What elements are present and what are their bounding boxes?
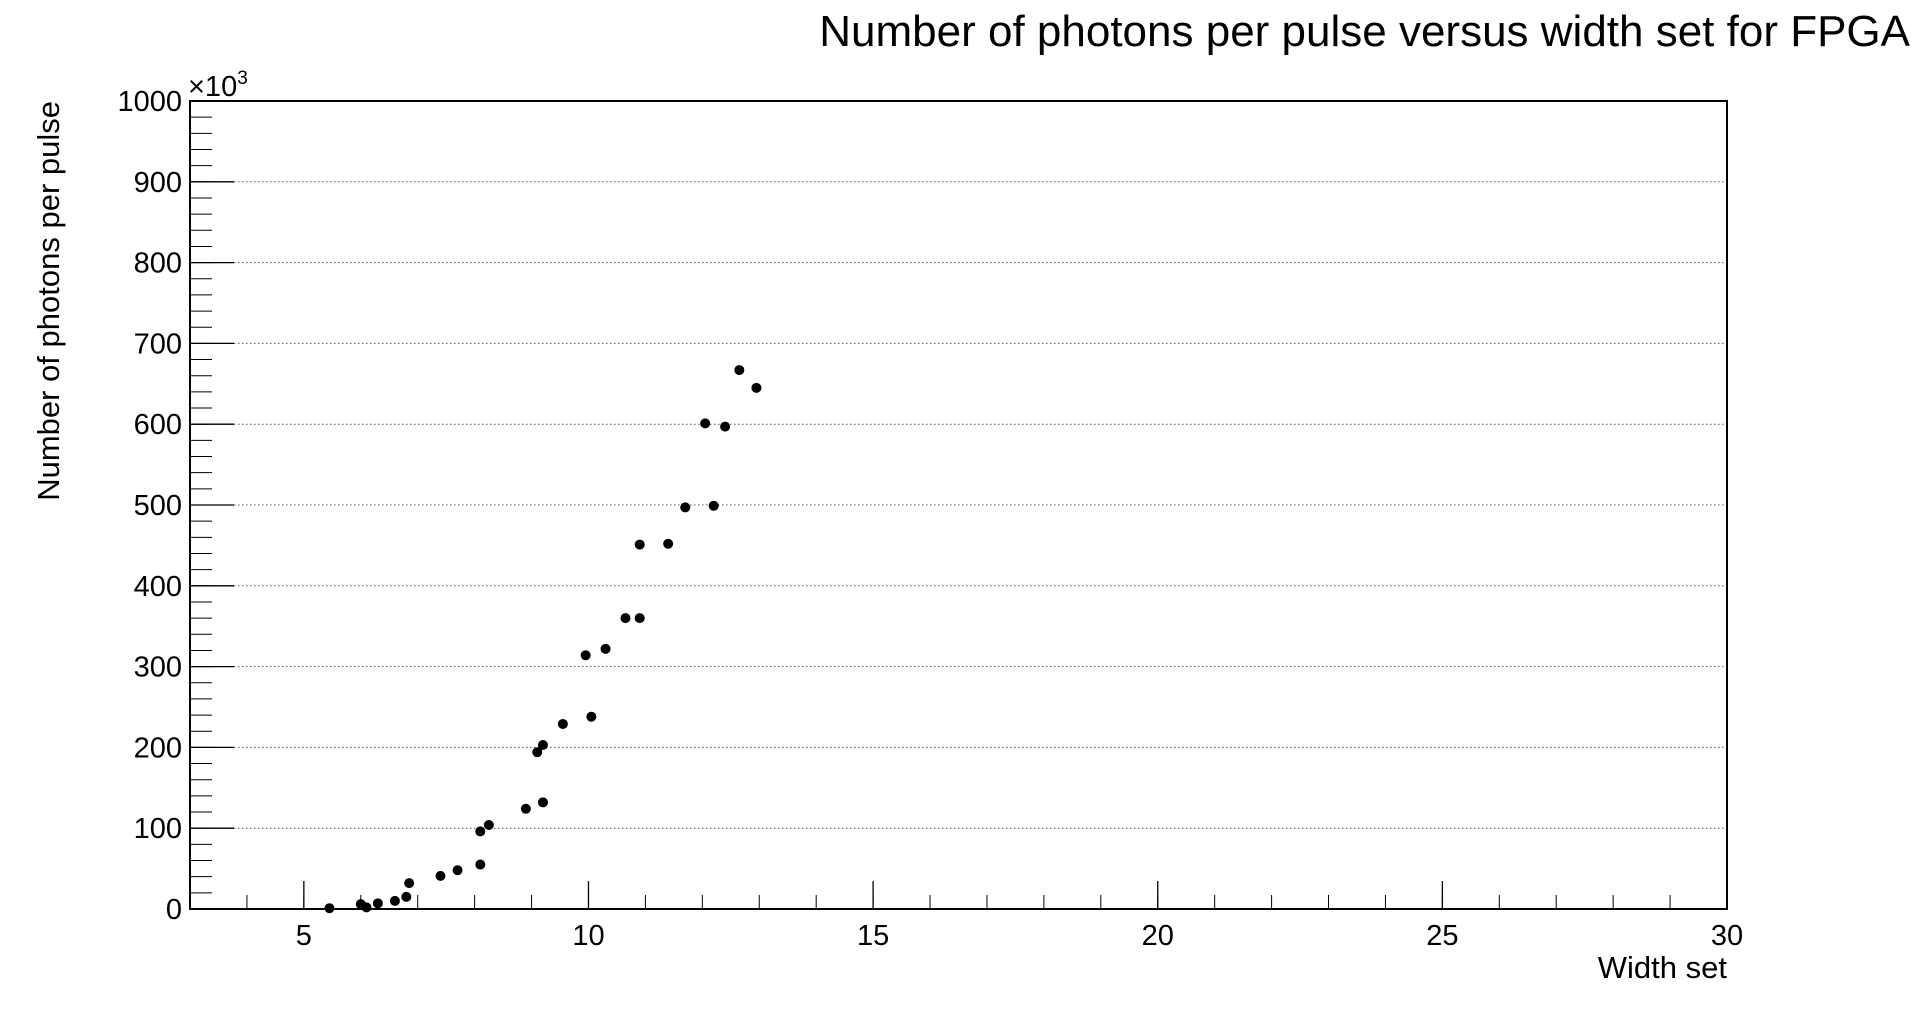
data-points xyxy=(324,365,762,914)
y-tick-label: 900 xyxy=(134,167,182,199)
data-point xyxy=(734,365,745,376)
data-point xyxy=(537,797,548,808)
data-point xyxy=(520,803,531,814)
data-point xyxy=(720,421,731,432)
data-point xyxy=(680,502,691,513)
data-point xyxy=(537,739,548,750)
data-point xyxy=(708,500,719,511)
x-axis-label: Width set xyxy=(1598,950,1728,985)
y-multiplier-base: ×10 xyxy=(188,71,237,103)
y-tick-label: 700 xyxy=(134,328,182,360)
data-point xyxy=(532,747,543,758)
x-tick-label: 10 xyxy=(572,920,604,952)
y-tick-label: 500 xyxy=(134,490,182,522)
x-tick-label: 20 xyxy=(1142,920,1174,952)
data-point xyxy=(361,902,372,913)
data-point xyxy=(404,878,415,889)
data-point xyxy=(700,418,711,429)
data-point xyxy=(372,898,383,909)
data-point xyxy=(452,865,463,876)
plot-frame xyxy=(189,100,1728,910)
data-point xyxy=(600,643,611,654)
x-tick-label: 5 xyxy=(296,920,312,952)
y-tick-label: 200 xyxy=(134,732,182,764)
data-point xyxy=(634,539,645,550)
data-point xyxy=(580,650,591,661)
y-tick-label: 1000 xyxy=(117,86,182,118)
data-point xyxy=(389,895,400,906)
data-point xyxy=(557,718,568,729)
data-point xyxy=(586,711,597,722)
y-gridlines xyxy=(190,181,1727,829)
y-tick-label: 400 xyxy=(134,571,182,603)
x-tick-label: 25 xyxy=(1426,920,1458,952)
data-point xyxy=(475,859,486,870)
y-axis-multiplier: ×103 xyxy=(188,68,248,103)
data-point xyxy=(475,826,486,837)
data-point xyxy=(483,819,494,830)
data-point xyxy=(634,613,645,624)
y-axis-label: Number of photons per pulse xyxy=(31,101,66,501)
data-point xyxy=(620,613,631,624)
tick-labels: 0 100 200 300 400 500 600 700 800 900 1000 5 10 15 20 2… xyxy=(117,86,1743,952)
y-tick-label: 600 xyxy=(134,409,182,441)
y-tick-label: 300 xyxy=(134,652,182,684)
x-tick-label: 30 xyxy=(1711,920,1743,952)
y-multiplier-exponent: 3 xyxy=(237,68,248,89)
chart-title: Number of photons per pulse versus width… xyxy=(819,7,1910,56)
y-tick-label: 0 xyxy=(166,894,182,926)
data-point xyxy=(751,382,762,393)
data-point xyxy=(401,891,412,902)
y-tick-label: 800 xyxy=(134,248,182,280)
data-point xyxy=(663,538,674,549)
y-tick-label: 100 xyxy=(134,813,182,845)
x-tick-label: 15 xyxy=(857,920,889,952)
data-point xyxy=(435,870,446,881)
